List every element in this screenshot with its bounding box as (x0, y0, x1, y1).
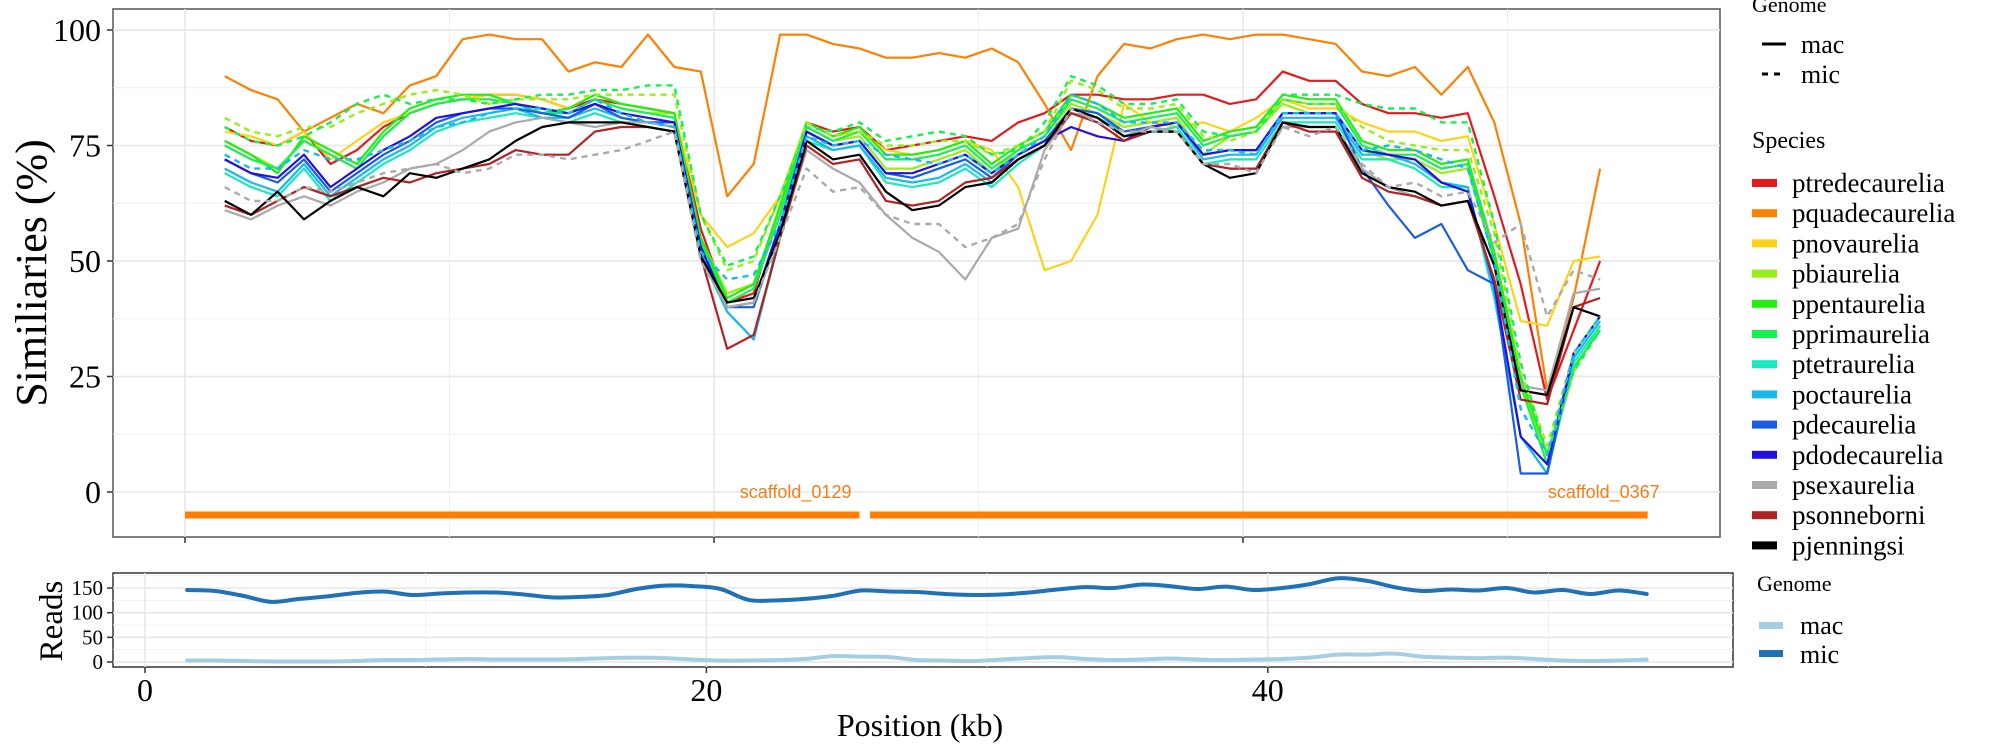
legend-key-ppentaurelia (1752, 299, 1777, 308)
y-tick-label: 75 (69, 128, 101, 164)
x-axis-title: Position (kb) (837, 707, 1003, 743)
series-line-psonneborni-mac (224, 112, 1601, 406)
similarity-series (224, 33, 1602, 475)
legend-species-title: Species (1752, 128, 1825, 154)
legend-key-pjenningsi (1752, 541, 1777, 550)
series-line-poctaurelia-mac (224, 107, 1601, 475)
x-tick-label: 40 (1252, 672, 1284, 708)
legend-genome-title: Genome (1752, 0, 1827, 17)
x-tick-label: 0 (137, 672, 153, 708)
legend-key-pbiaurelia (1752, 269, 1777, 278)
y-tick-label: 50 (82, 625, 103, 649)
series-line-ptetraurelia-mac (224, 112, 1601, 475)
legend-label-pjenningsi: pjenningsi (1792, 530, 1905, 560)
legend-species-entries: ptredecaureliapquadecaureliapnovaureliap… (1752, 168, 1955, 560)
series-line-pquadecaurelia-mac (224, 33, 1602, 392)
series-line-pdecaurelia-mac (224, 102, 1601, 475)
legend-label-pdodecaurelia: pdodecaurelia (1792, 440, 1943, 470)
legend-genome: Genome mac mic (1752, 0, 1844, 89)
scaffold-label-scaffold_0367: scaffold_0367 (1548, 482, 1660, 503)
legend-label-pdecaurelia: pdecaurelia (1792, 410, 1916, 440)
legend-key-ptredecaurelia (1752, 179, 1777, 187)
similarity-gridlines (113, 9, 1720, 537)
legend-label-poctaurelia: poctaurelia (1792, 379, 1912, 409)
legend-key-pdodecaurelia (1752, 450, 1777, 459)
y-tick-label: 0 (93, 650, 104, 674)
series-line-pprimaurelia-mic (224, 74, 1602, 457)
legend-label-ptredecaurelia: ptredecaurelia (1792, 168, 1945, 198)
series-line-pbiaurelia-mic (224, 79, 1602, 447)
legend-reads-mic-label: mic (1800, 640, 1839, 669)
reads-line-mic (185, 576, 1649, 604)
legend-mic-label: mic (1801, 60, 1840, 89)
legend-key-pdecaurelia (1752, 420, 1777, 429)
legend-reads-title: Genome (1757, 571, 1832, 596)
reads-line-mac (185, 651, 1649, 664)
legend-species: Species ptredecaureliapquadecaureliapnov… (1752, 128, 1955, 560)
similarity-y-axis-title: Similiaries (%) (7, 139, 56, 407)
legend-reads-mic-key (1759, 650, 1783, 657)
legend-label-ptetraurelia: ptetraurelia (1792, 349, 1915, 379)
series-line-pjenningsi-mac (224, 107, 1601, 397)
y-tick-label: 100 (72, 601, 104, 625)
similarity-x-axis (184, 537, 1244, 543)
legend-reads-genome: Genome mac mic (1757, 571, 1843, 669)
legend-key-pnovaurelia (1752, 239, 1777, 248)
legend-label-pprimaurelia: pprimaurelia (1792, 319, 1930, 349)
reads-series (185, 576, 1649, 664)
series-line-psexaurelia-mic (224, 107, 1601, 318)
legend-key-psexaurelia (1752, 481, 1777, 489)
reads-y-axis-title: Reads (34, 581, 70, 662)
x-tick-label: 20 (690, 672, 722, 708)
series-line-pprimaurelia-mac (224, 98, 1601, 466)
series-line-pdodecaurelia-mac (224, 102, 1601, 466)
scaffold-annotations: scaffold_0129 scaffold_0367 (185, 482, 1660, 519)
series-line-psexaurelia-mac (224, 112, 1601, 392)
similarity-panel: 0 25 50 75 100 scaffold_0129 scaffold_0367 Si… (7, 8, 1721, 543)
y-tick-label: 25 (69, 359, 101, 395)
legend-key-pquadecaurelia (1752, 209, 1777, 218)
legend-key-psonneborni (1752, 511, 1777, 520)
similarity-y-axis: 0 25 50 75 100 (53, 12, 113, 510)
legend-label-pquadecaurelia: pquadecaurelia (1792, 198, 1955, 228)
series-line-poctaurelia-mic (224, 93, 1602, 457)
legend-label-pbiaurelia: pbiaurelia (1792, 259, 1900, 289)
reads-panel-background (112, 572, 1734, 668)
series-line-ppentaurelia-mac (224, 93, 1601, 457)
legend-label-psonneborni: psonneborni (1792, 500, 1925, 530)
legend-mac-label: mac (1801, 30, 1844, 59)
scaffold-label-scaffold_0129: scaffold_0129 (740, 482, 852, 503)
y-tick-label: 50 (69, 243, 101, 279)
y-tick-label: 0 (85, 474, 101, 510)
y-tick-label: 100 (53, 12, 101, 48)
similarity-panel-background (112, 8, 1721, 538)
legend-label-pnovaurelia: pnovaurelia (1792, 228, 1919, 258)
legend-reads-mac-label: mac (1800, 611, 1843, 640)
reads-x-axis: 0 20 40 (137, 667, 1284, 708)
legend-reads-mac-key (1759, 622, 1783, 629)
y-tick-label: 150 (72, 576, 104, 600)
legend-key-pprimaurelia (1752, 330, 1777, 338)
legend-label-ppentaurelia: ppentaurelia (1792, 289, 1925, 319)
legend-key-ptetraurelia (1752, 360, 1777, 369)
legend-key-poctaurelia (1752, 390, 1777, 399)
legend-label-psexaurelia: psexaurelia (1792, 470, 1915, 500)
